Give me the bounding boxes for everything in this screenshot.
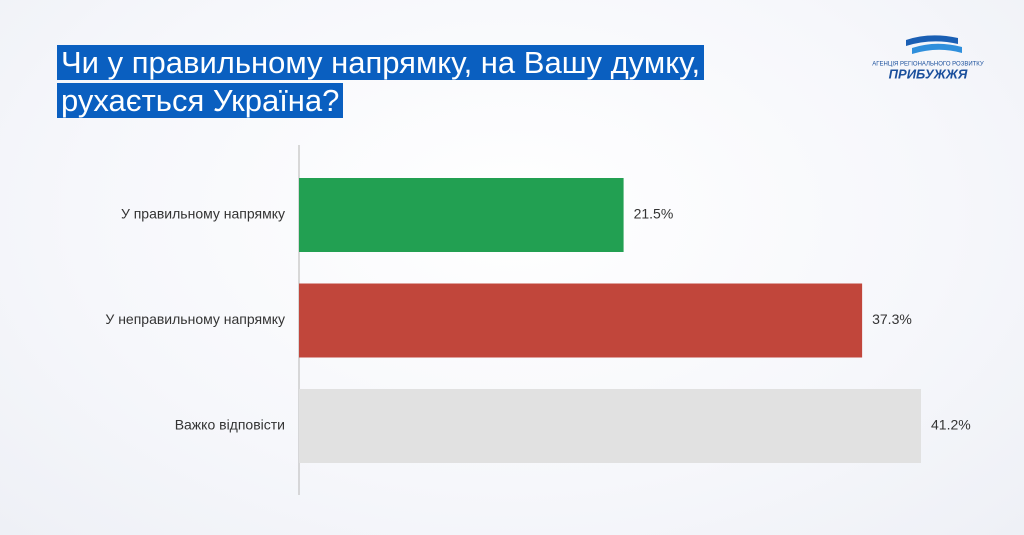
bar — [299, 283, 863, 358]
title-box: Чи у правильному напрямку, на Вашу думку… — [57, 44, 772, 120]
logo: АГЕНЦІЯ РЕГІОНАЛЬНОГО РОЗВИТКУ ПРИБУЖЖЯ — [872, 35, 984, 81]
logo-name: ПРИБУЖЖЯ — [889, 66, 968, 81]
category-label: У правильному напрямку — [121, 206, 285, 222]
logo-wave — [912, 43, 962, 54]
category-label: Важко відповісти — [175, 417, 285, 433]
bar — [299, 389, 921, 463]
logo-wave — [906, 35, 958, 46]
value-label: 41.2% — [931, 417, 971, 433]
value-label: 37.3% — [872, 311, 912, 327]
value-label: 21.5% — [634, 206, 674, 222]
bar — [299, 178, 624, 252]
logo-subtitle: АГЕНЦІЯ РЕГІОНАЛЬНОГО РОЗВИТКУ — [872, 62, 984, 68]
category-label: У неправильному напрямку — [105, 311, 285, 327]
